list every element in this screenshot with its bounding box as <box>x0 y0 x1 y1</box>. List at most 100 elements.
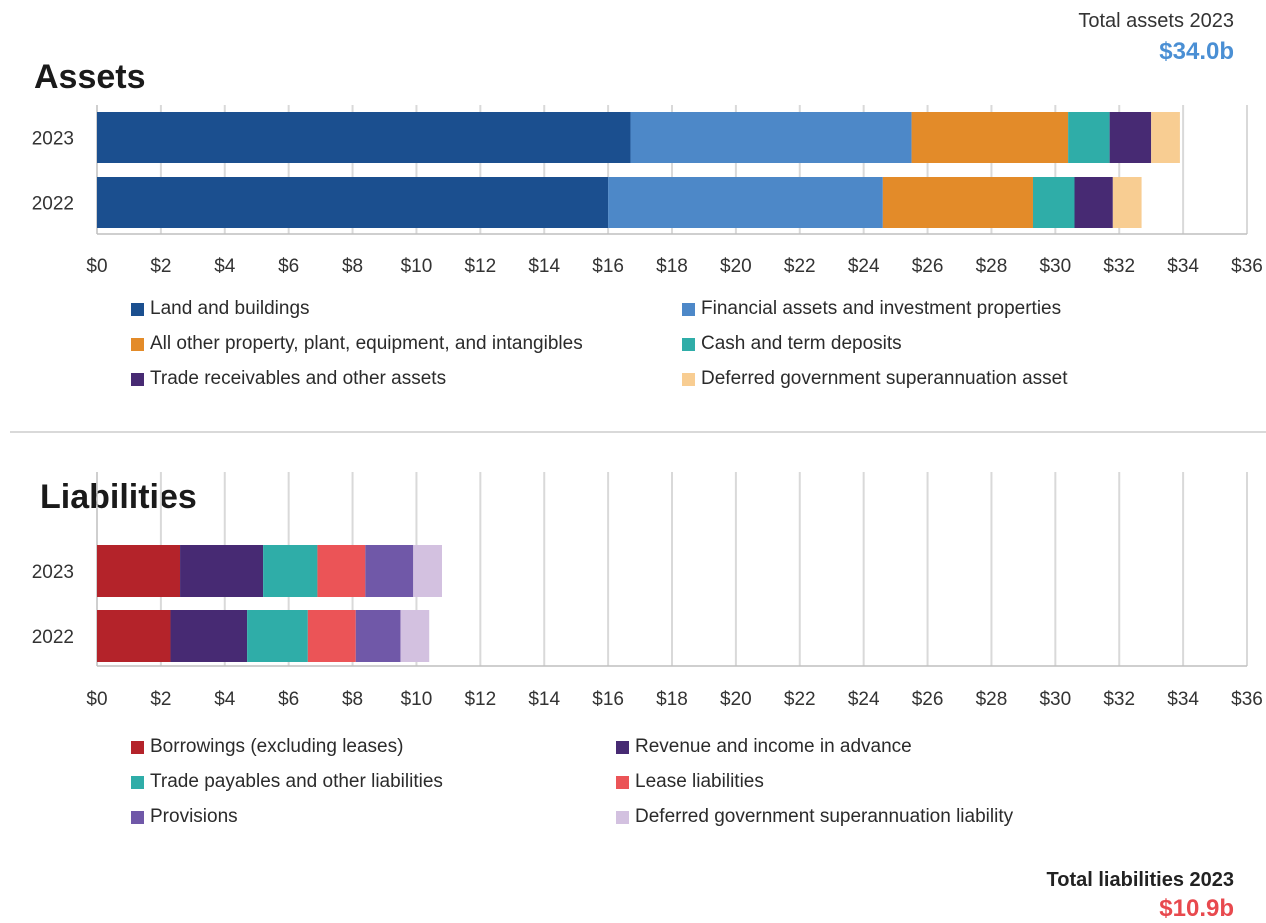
x-tick-label: $22 <box>784 689 816 710</box>
x-tick-label: $34 <box>1167 689 1199 710</box>
bar-segment <box>263 545 318 597</box>
bar-segment <box>170 610 248 662</box>
x-tick-label: $8 <box>342 689 363 710</box>
x-tick-label: $0 <box>86 256 107 277</box>
x-tick-label: $32 <box>1103 689 1135 710</box>
x-tick-label: $32 <box>1103 256 1135 277</box>
x-tick-label: $26 <box>912 256 944 277</box>
total-assets-label: Total assets 2023 <box>1078 10 1234 32</box>
x-tick-label: $36 <box>1231 256 1263 277</box>
legend-label: Lease liabilities <box>635 771 764 792</box>
x-tick-label: $8 <box>342 256 363 277</box>
legend-label: Provisions <box>150 806 238 827</box>
x-tick-label: $20 <box>720 689 752 710</box>
x-tick-label: $34 <box>1167 256 1199 277</box>
legend-label: Deferred government superannuation asset <box>701 368 1068 389</box>
liabilities-chart-title: Liabilities <box>40 478 197 516</box>
y-category-label: 2023 <box>32 562 74 583</box>
x-tick-label: $6 <box>278 689 299 710</box>
bar-segment <box>97 545 181 597</box>
legend-item: Borrowings (excluding leases) <box>131 736 403 758</box>
legend-label: Borrowings (excluding leases) <box>150 736 404 757</box>
legend-item: Revenue and income in advance <box>616 736 912 758</box>
bar-segment <box>365 545 414 597</box>
x-tick-label: $18 <box>656 689 688 710</box>
bar-segment <box>1074 177 1113 228</box>
x-tick-label: $12 <box>464 689 496 710</box>
legend-label: Trade payables and other liabilities <box>150 771 443 792</box>
bar-segment <box>1068 112 1110 163</box>
x-tick-label: $6 <box>278 256 299 277</box>
liabilities-chart: $0 $2 $4 $6 $8 $10 $12 $14 $16 $18 $20 $22 $24 $26 $28… <box>32 472 1263 710</box>
y-category-label: 2022 <box>32 194 74 215</box>
bar-segment <box>1151 112 1180 163</box>
x-tick-label: $14 <box>528 256 560 277</box>
x-tick-label: $2 <box>150 256 171 277</box>
legend-swatch <box>682 337 695 351</box>
legend-swatch <box>131 337 144 351</box>
x-tick-label: $28 <box>976 689 1008 710</box>
total-assets-value: $34.0b <box>1159 38 1234 65</box>
legend-item: Provisions <box>131 806 238 828</box>
bar-segment <box>97 112 631 163</box>
legend-label: Trade receivables and other assets <box>150 368 447 389</box>
x-tick-label: $14 <box>528 689 560 710</box>
legend-item: Deferred government superannuation asset <box>682 368 1068 390</box>
bar-segment <box>1032 177 1075 228</box>
total-liabilities-value: $10.9b <box>1159 895 1234 922</box>
legend-swatch <box>616 810 629 824</box>
bar-segment <box>355 610 401 662</box>
legend-item: Trade receivables and other assets <box>131 368 446 390</box>
bar-segment <box>608 177 883 228</box>
bar-segment <box>882 177 1033 228</box>
bar-segment <box>1112 177 1142 228</box>
total-liabilities-label: Total liabilities 2023 <box>1046 869 1234 891</box>
x-tick-label: $2 <box>150 689 171 710</box>
assets-chart-title: Assets <box>34 58 146 96</box>
x-tick-label: $20 <box>720 256 752 277</box>
bar-segment <box>247 610 308 662</box>
legend-item: Financial assets and investment properti… <box>682 298 1061 320</box>
legend-item: Trade payables and other liabilities <box>131 771 443 793</box>
legend-label: All other property, plant, equipment, an… <box>150 333 583 354</box>
y-category-label: 2023 <box>32 129 74 150</box>
bar-segment <box>911 112 1069 163</box>
legend-label: Cash and term deposits <box>701 333 902 354</box>
x-tick-label: $24 <box>848 689 880 710</box>
x-tick-label: $30 <box>1039 256 1071 277</box>
x-tick-label: $10 <box>401 256 433 277</box>
assets-chart: $0 $2 $4 $6 $8 $10 $12 $14 $16 $18 $20 $22 $24 $26 $28… <box>32 105 1263 277</box>
legend-item: All other property, plant, equipment, an… <box>131 333 583 355</box>
x-tick-label: $10 <box>401 689 433 710</box>
legend-item: Deferred government superannuation liabi… <box>616 806 1013 828</box>
x-tick-label: $4 <box>214 256 236 277</box>
legend-item: Land and buildings <box>131 298 310 320</box>
bar-segment <box>1109 112 1152 163</box>
legend-swatch <box>616 775 629 789</box>
legend-label: Deferred government superannuation liabi… <box>635 806 1014 827</box>
legend-label: Land and buildings <box>150 298 310 319</box>
legend-swatch <box>616 740 629 754</box>
bar-segment <box>97 177 609 228</box>
x-tick-label: $26 <box>912 689 944 710</box>
x-tick-label: $4 <box>214 689 236 710</box>
x-tick-label: $30 <box>1039 689 1071 710</box>
y-category-label: 2022 <box>32 627 74 648</box>
x-tick-label: $12 <box>464 256 496 277</box>
legend-item: Lease liabilities <box>616 771 764 793</box>
bar-segment <box>307 610 356 662</box>
x-tick-label: $16 <box>592 256 624 277</box>
x-tick-label: $22 <box>784 256 816 277</box>
x-tick-label: $24 <box>848 256 880 277</box>
x-tick-label: $16 <box>592 689 624 710</box>
legend-item: Cash and term deposits <box>682 333 902 355</box>
x-tick-label: $28 <box>976 256 1008 277</box>
bar-segment <box>400 610 430 662</box>
x-tick-label: $0 <box>86 689 107 710</box>
x-tick-label: $18 <box>656 256 688 277</box>
bar-segment <box>413 545 442 597</box>
bar-segment <box>97 610 171 662</box>
bar-segment <box>630 112 912 163</box>
legend-swatch <box>131 740 144 754</box>
